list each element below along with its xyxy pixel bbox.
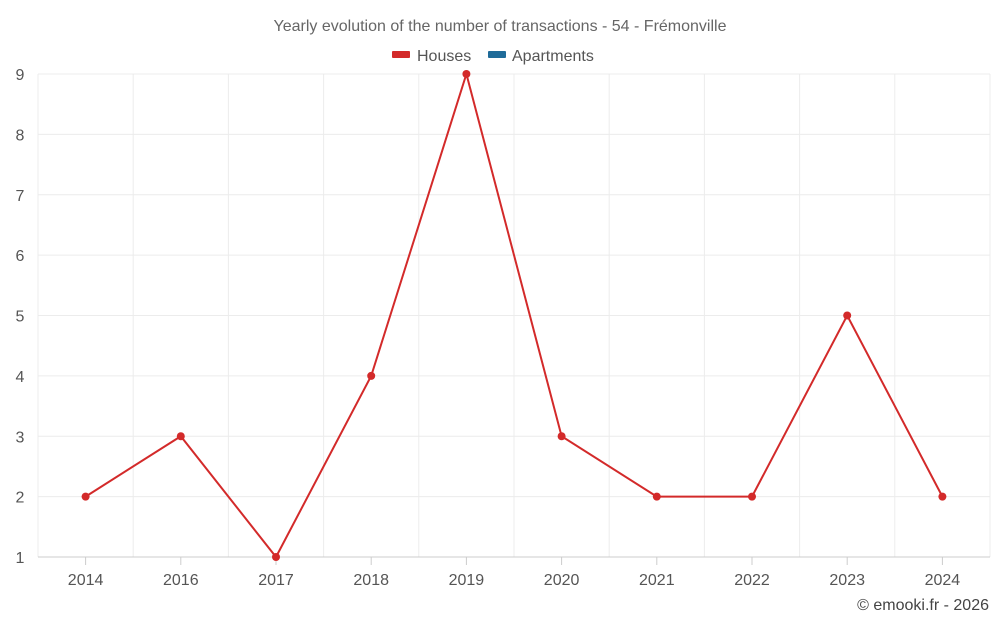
data-point-houses[interactable] (748, 492, 756, 501)
x-tick-label: 2024 (925, 572, 961, 589)
y-tick-label: 1 (16, 550, 25, 567)
series-line-houses (85, 70, 944, 559)
y-tick-label: 6 (16, 248, 25, 265)
data-point-houses[interactable] (462, 70, 471, 78)
y-tick-label: 3 (16, 429, 25, 446)
data-point-houses[interactable] (652, 492, 661, 501)
data-point-houses[interactable] (843, 311, 852, 320)
legend-label-apartments: Apartments (512, 48, 594, 65)
x-tick-label: 2019 (449, 572, 485, 589)
y-tick-label: 8 (16, 127, 25, 144)
y-tick-label: 7 (16, 188, 25, 205)
x-tick-label: 2022 (734, 572, 770, 589)
x-tick-label: 2017 (258, 572, 294, 589)
legend-swatch-houses (392, 51, 410, 58)
x-axis-ticks: 2014 2016 2017 2018 2019 2020 2021 2022 2023 2024 (68, 557, 960, 589)
data-point-houses[interactable] (557, 432, 566, 441)
y-axis-ticks: 1 2 3 4 5 6 7 8 9 (16, 67, 25, 567)
y-tick-label: 4 (16, 369, 25, 386)
y-tick-label: 2 (16, 490, 25, 507)
legend-swatch-apartments (488, 51, 506, 58)
y-tick-label: 5 (16, 309, 25, 326)
x-tick-label: 2020 (544, 572, 580, 589)
credit-text: © emooki.fr - 2026 (857, 597, 989, 614)
x-tick-label: 2018 (353, 572, 389, 589)
legend-label-houses: Houses (417, 48, 471, 65)
y-tick-label: 9 (16, 67, 25, 84)
x-tick-label: 2021 (639, 572, 675, 589)
data-point-houses[interactable] (176, 432, 185, 441)
data-point-houses[interactable] (367, 371, 376, 380)
data-point-houses[interactable] (938, 492, 947, 501)
legend-item-apartments[interactable]: Apartments (488, 48, 594, 65)
legend: Houses Apartments (392, 48, 594, 65)
x-tick-label: 2016 (163, 572, 199, 589)
data-point-houses[interactable] (81, 492, 90, 501)
legend-item-houses[interactable]: Houses (392, 48, 471, 65)
series-layer (81, 70, 947, 561)
chart-title: Yearly evolution of the number of transa… (274, 18, 727, 35)
x-tick-label: 2023 (829, 572, 865, 589)
data-point-houses[interactable] (272, 553, 280, 561)
x-tick-label: 2014 (68, 572, 104, 589)
